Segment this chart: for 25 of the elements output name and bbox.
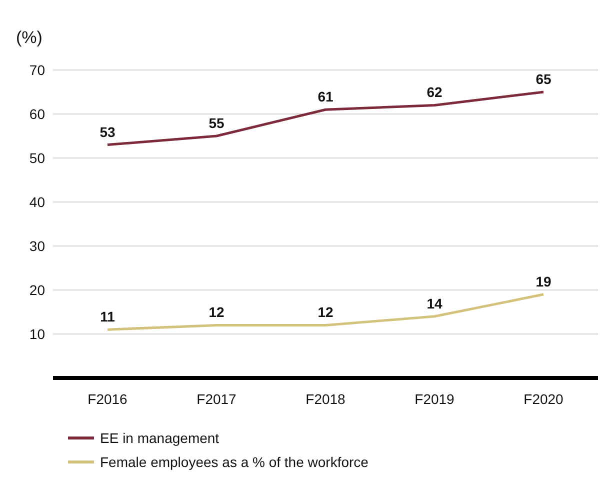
data-label: 62	[426, 84, 442, 100]
data-label: 14	[426, 295, 442, 312]
data-label: 53	[100, 124, 116, 140]
data-label: 12	[318, 304, 334, 320]
y-tick-label: 40	[29, 194, 46, 210]
data-label: 55	[208, 115, 224, 131]
y-tick-label: 10	[29, 326, 46, 342]
x-tick-label: F2018	[306, 390, 346, 407]
y-tick-label: 70	[29, 62, 46, 78]
data-label: 12	[208, 304, 224, 320]
data-label: 61	[318, 88, 334, 105]
x-tick-label: F2017	[196, 390, 237, 407]
x-tick-label: F2019	[414, 390, 455, 407]
y-axis-title: (%)	[16, 28, 42, 48]
data-label: 19	[536, 273, 552, 290]
legend-label: Female employees as a % of the workforce	[100, 454, 368, 470]
legend-label: EE in management	[100, 430, 220, 446]
y-tick-label: 20	[29, 282, 46, 298]
y-tick-label: 30	[29, 238, 46, 254]
x-tick-label: F2016	[88, 390, 128, 407]
x-tick-label: F2020	[524, 390, 564, 407]
data-label: 65	[536, 71, 552, 87]
y-tick-label: 50	[29, 150, 46, 166]
data-label: 11	[100, 308, 116, 325]
y-tick-label: 60	[29, 106, 46, 122]
